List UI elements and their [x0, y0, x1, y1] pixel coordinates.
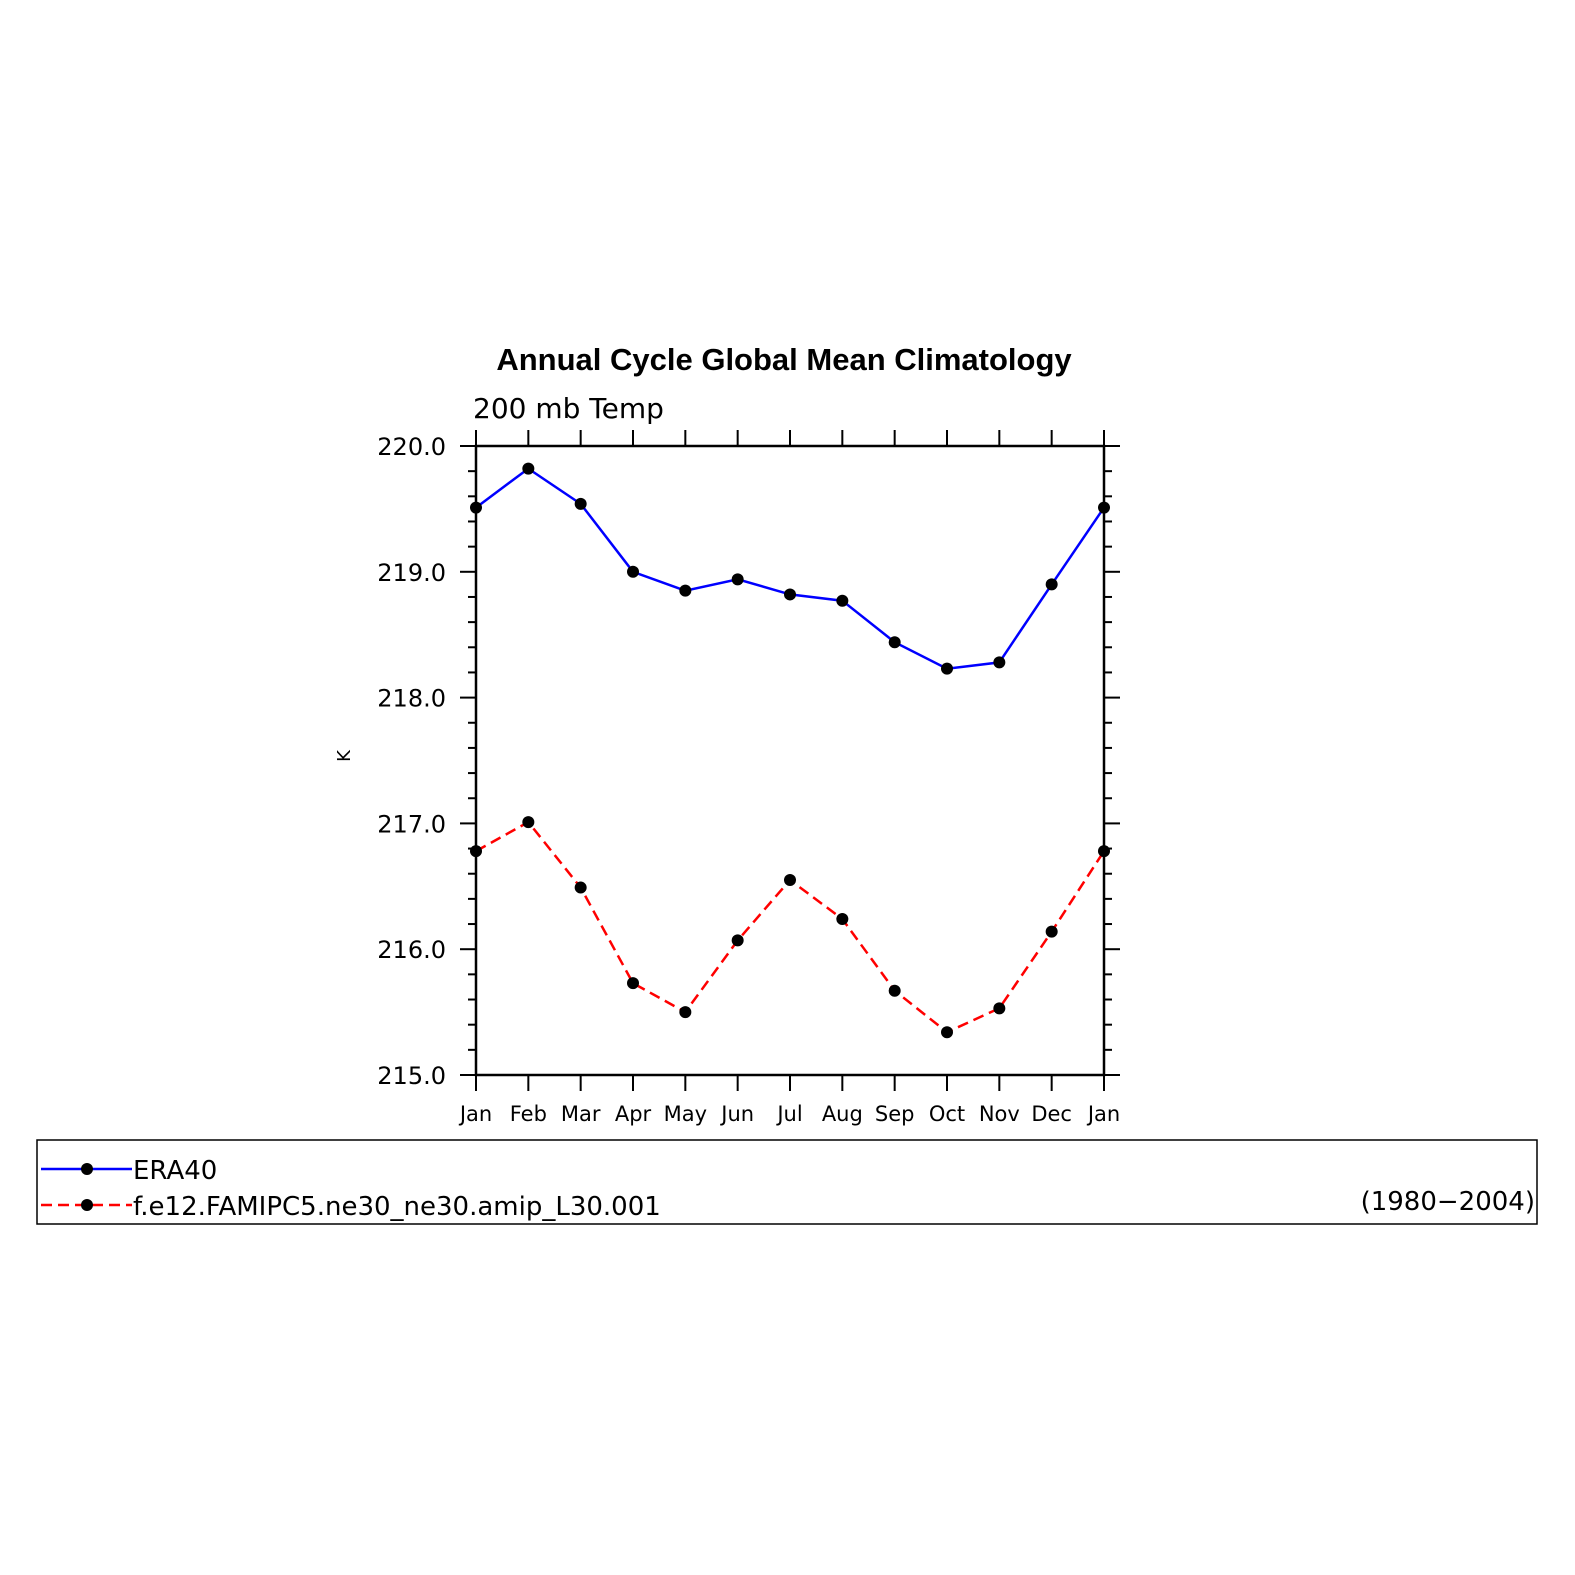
data-point-series-1	[522, 462, 535, 475]
plot-frame	[474, 444, 1106, 1077]
data-point-series-1	[574, 497, 587, 510]
data-point-series-2	[731, 934, 744, 947]
data-point-series-2	[574, 881, 587, 894]
axes: 215.0 216.0 217.0 218.0 219.0 220.0 Jan Feb Mar A…	[377, 430, 1120, 1126]
series-line-1	[475, 467, 1106, 670]
legend-marker-1	[81, 1163, 93, 1175]
data-point-series-2	[993, 1002, 1006, 1015]
y-tick-label: 216.0	[377, 936, 446, 964]
data-point-series-2	[522, 816, 535, 829]
data-point-series-1	[941, 662, 953, 675]
data-point-series-1	[993, 656, 1006, 669]
data-point-series-2	[1098, 845, 1110, 858]
data-point-series-2	[679, 1006, 692, 1019]
x-tick-label: Dec	[1031, 1102, 1072, 1126]
legend: (1980−2004) ERA40 f.e12.FAMIPC5.ne30_ne30…	[36, 1139, 1538, 1225]
x-tick-label: Jun	[719, 1102, 754, 1126]
data-point-series-2	[627, 977, 639, 990]
data-point-series-2	[1045, 925, 1058, 938]
series-line-2	[475, 820, 1106, 1034]
x-tick-label: Sep	[875, 1102, 915, 1126]
y-tick-label: 215.0	[377, 1062, 446, 1090]
data-point-series-2	[888, 984, 901, 997]
y-tick-label: 217.0	[377, 810, 446, 838]
data-point-series-2	[941, 1026, 953, 1039]
data-point-series-2	[784, 874, 796, 887]
data-point-series-1	[1098, 501, 1110, 514]
x-tick-label: Apr	[615, 1102, 652, 1126]
chart-title: Annual Cycle Global Mean Climatology	[496, 342, 1072, 377]
x-tick-label: Jul	[775, 1102, 802, 1126]
x-tick-label: Aug	[822, 1102, 863, 1126]
x-tick-label: Jan	[1086, 1102, 1120, 1126]
y-tick-label: 220.0	[377, 433, 446, 461]
data-point-series-1	[888, 636, 901, 649]
data-point-series-2	[470, 845, 482, 858]
legend-box	[36, 1139, 1538, 1225]
x-tick-label: Oct	[929, 1102, 965, 1126]
data-point-series-1	[679, 584, 692, 597]
x-tick-label: May	[664, 1102, 707, 1126]
series-layer	[470, 462, 1110, 1039]
data-point-series-1	[731, 573, 744, 586]
x-tick-label: Mar	[561, 1102, 601, 1126]
data-point-series-2	[836, 913, 849, 926]
x-tick-label: Feb	[510, 1102, 547, 1126]
legend-period: (1980−2004)	[1361, 1187, 1535, 1217]
chart-subtitle: 200 mb Temp	[473, 392, 664, 425]
data-point-series-1	[470, 501, 482, 514]
y-axis-label: K	[334, 749, 355, 762]
y-tick-label: 219.0	[377, 559, 446, 587]
legend-marker-2	[81, 1199, 93, 1211]
x-tick-label: Nov	[979, 1102, 1020, 1126]
legend-label-1: ERA40	[133, 1156, 217, 1186]
data-point-series-1	[784, 588, 796, 601]
y-tick-label: 218.0	[377, 685, 446, 713]
legend-label-2: f.e12.FAMIPC5.ne30_ne30.amip_L30.001	[133, 1192, 661, 1222]
data-point-series-1	[836, 594, 849, 607]
x-tick-label: Jan	[458, 1102, 492, 1126]
data-point-series-1	[627, 565, 639, 578]
data-point-series-1	[1045, 578, 1058, 591]
